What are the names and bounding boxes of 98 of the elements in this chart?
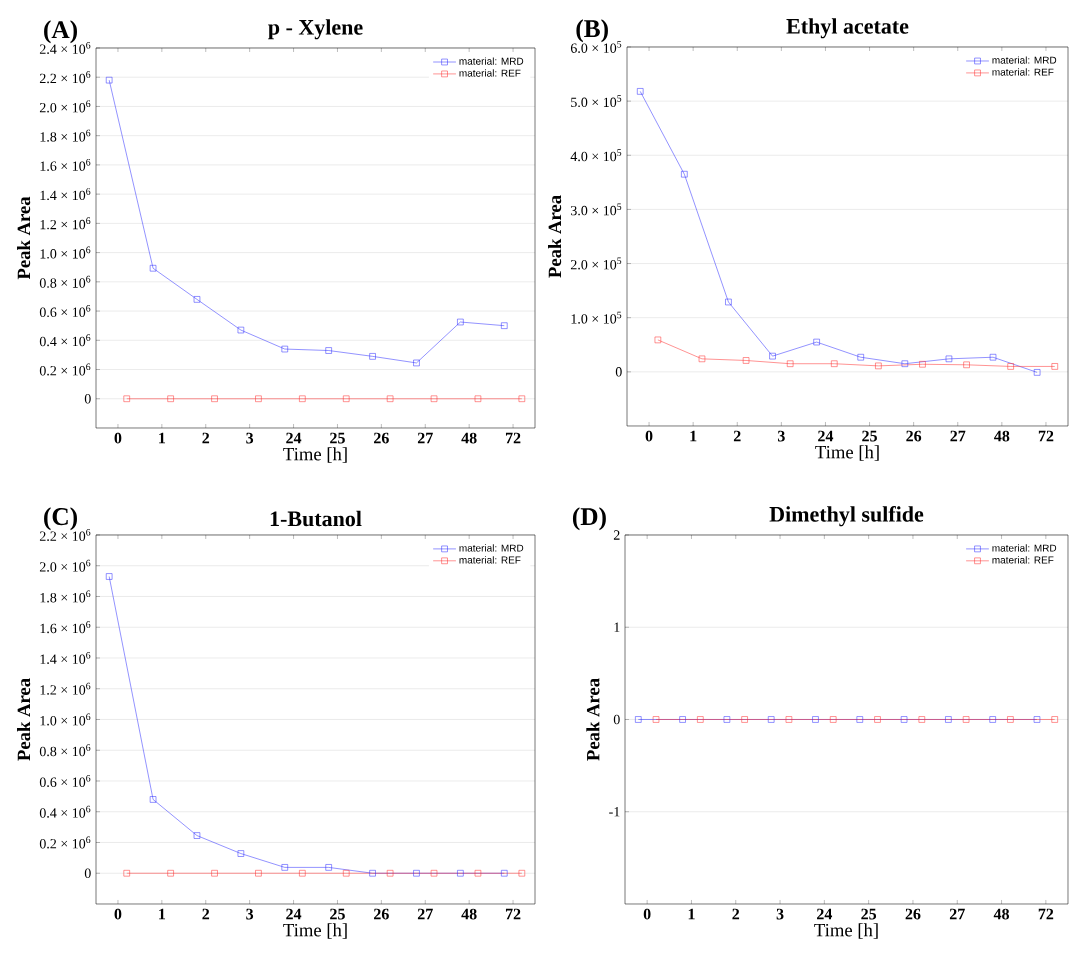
y-tick-label: 1.6 × 10$^{6}$ [40, 621, 91, 634]
x-tick-label: 3 [246, 908, 254, 920]
legend-label: material: MRD [459, 544, 524, 552]
y-tick-label: 0.6 × 10$^{6}$ [39, 305, 91, 318]
x-axis-title: Time [h] [814, 923, 878, 939]
y-tick-label: 0.4 × 10$^{6}$ [39, 334, 91, 347]
x-tick-label: 24 [286, 432, 302, 444]
legend-label: material: REF [992, 68, 1054, 76]
y-tick-label: 0.2 × 10$^{6}$ [39, 836, 91, 849]
x-tick-label: 27 [417, 432, 433, 444]
y-axis-title: Peak Area [548, 195, 562, 278]
y-tick-label: 2.0 × 10$^{5}$ [570, 257, 622, 270]
x-tick-label: 24 [286, 908, 302, 920]
x-tick-label: 48 [461, 908, 477, 920]
text: (D) [572, 507, 606, 531]
y-tick-label: 0.8 × 10$^{6}$ [39, 744, 91, 757]
x-tick-label: 0 [114, 908, 122, 920]
legend-label: material: REF [992, 556, 1054, 564]
x-tick-label: 25 [861, 908, 877, 920]
x-tick-label: 26 [906, 430, 922, 442]
y-tick-label: 1.0 × 10$^{6}$ [40, 246, 91, 259]
x-tick-label: 24 [818, 430, 834, 442]
y-tick-label: 0.6 × 10$^{6}$ [39, 774, 91, 787]
text: (C) [44, 507, 77, 531]
chart-title: 1-Butanol [270, 510, 362, 527]
y-tick-label: 2 [613, 530, 620, 540]
x-tick-label: 2 [202, 432, 210, 444]
y-tick-label: 1.0 × 10$^{6}$ [40, 713, 91, 726]
x-tick-label: 1 [159, 908, 166, 920]
y-tick-label: 0.8 × 10$^{6}$ [39, 275, 91, 288]
y-tick-label: 1.2 × 10$^{6}$ [40, 217, 91, 230]
x-tick-label: 2 [202, 908, 210, 920]
x-tick-label: 27 [417, 908, 433, 920]
x-tick-label: 72 [1038, 908, 1054, 920]
y-tick-label: 5.0 × 10$^{5}$ [571, 95, 622, 108]
x-tick-label: 26 [374, 432, 389, 444]
x-tick-label: 26 [374, 908, 389, 920]
x-axis-title: Time [h] [283, 923, 347, 939]
legend-label: material: REF [459, 556, 521, 564]
legend-label: material: MRD [459, 57, 524, 65]
x-tick-label: 72 [505, 908, 521, 920]
legend-label: material: REF [459, 69, 521, 77]
y-tick-label: 2.0 × 10$^{6}$ [39, 559, 91, 572]
y-tick-label: 3.0 × 10$^{5}$ [571, 203, 622, 216]
x-tick-label: 0 [643, 908, 651, 920]
x-tick-label: 72 [1038, 430, 1054, 442]
y-tick-label: 1.4 × 10$^{6}$ [40, 651, 91, 664]
legend-label: material: MRD [992, 544, 1057, 552]
x-tick-label: 27 [950, 430, 966, 442]
x-tick-label: 1 [159, 432, 166, 444]
x-tick-label: 25 [862, 430, 877, 442]
text: (B) [576, 19, 608, 43]
x-tick-label: 48 [993, 908, 1010, 920]
x-tick-label: 2 [733, 430, 741, 442]
x-axis-title: Time [h] [815, 445, 879, 461]
x-tick-label: 24 [817, 908, 833, 920]
x-tick-label: 0 [114, 432, 122, 444]
chart-title: p - Xylene [268, 19, 363, 40]
chart-title: Dimethyl sulfide [769, 506, 924, 527]
x-tick-label: 1 [688, 908, 695, 920]
x-tick-label: 3 [246, 432, 254, 444]
y-tick-label: 1.2 × 10$^{6}$ [40, 682, 91, 695]
x-tick-label: 0 [645, 430, 653, 442]
y-tick-label: 6.0 × 10$^{5}$ [570, 41, 622, 53]
x-tick-label: 3 [777, 430, 785, 442]
y-tick-label: -1 [609, 807, 620, 817]
y-tick-label: 0.4 × 10$^{6}$ [39, 805, 91, 818]
y-tick-label: 0 [615, 367, 622, 377]
y-tick-label: 2.0 × 10$^{6}$ [39, 100, 91, 113]
y-tick-label: 0.2 × 10$^{6}$ [39, 363, 91, 376]
y-tick-label: 1.4 × 10$^{6}$ [40, 188, 91, 201]
y-tick-label: 0 [84, 868, 91, 878]
text: (A) [44, 20, 77, 44]
y-tick-label: 4.0 × 10$^{5}$ [570, 149, 622, 162]
y-axis-title: Peak Area [586, 678, 600, 761]
x-tick-label: 48 [994, 430, 1010, 442]
x-tick-label: 25 [330, 908, 345, 920]
y-axis-title: Peak Area [17, 678, 31, 761]
y-tick-label: 1.8 × 10$^{6}$ [40, 129, 91, 142]
chart-title: Ethyl acetate [786, 18, 909, 39]
x-tick-label: 27 [949, 908, 965, 920]
y-axis-title: Peak Area [17, 196, 31, 280]
y-tick-label: 1.6 × 10$^{6}$ [40, 158, 91, 171]
x-tick-label: 26 [905, 908, 921, 920]
x-tick-label: 48 [461, 432, 477, 444]
x-tick-label: 2 [732, 908, 740, 920]
y-tick-label: 0 [84, 394, 91, 404]
y-tick-label: 2.2 × 10$^{6}$ [39, 71, 91, 84]
y-tick-label: 1 [614, 622, 620, 632]
legend-label: material: MRD [992, 56, 1057, 64]
x-axis-title: Time [h] [283, 447, 347, 463]
x-tick-label: 25 [330, 432, 345, 444]
y-tick-label: 1.0 × 10$^{5}$ [571, 311, 622, 324]
x-tick-label: 72 [505, 432, 521, 444]
y-tick-label: 1.8 × 10$^{6}$ [40, 590, 91, 603]
x-tick-label: 3 [776, 908, 784, 920]
x-tick-label: 1 [690, 430, 697, 442]
y-tick-label: 0 [613, 714, 620, 725]
